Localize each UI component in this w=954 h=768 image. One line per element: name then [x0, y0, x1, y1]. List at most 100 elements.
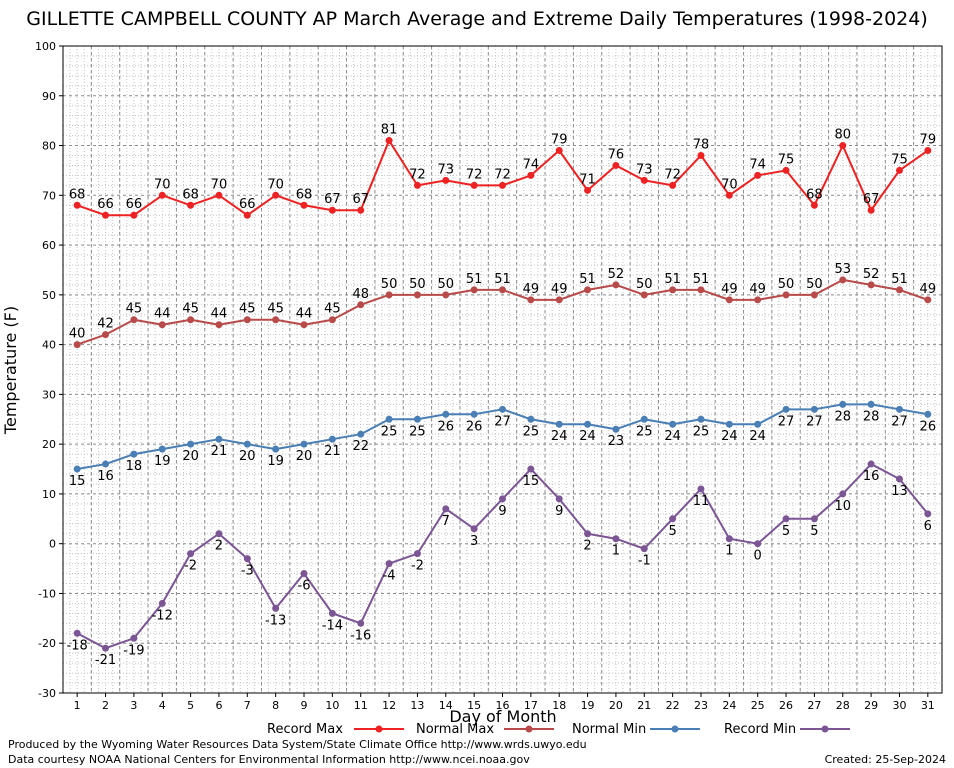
data-point — [754, 171, 762, 179]
x-tick-label: 28 — [836, 699, 850, 712]
y-tick-label: 10 — [42, 488, 56, 501]
data-label: 20 — [296, 449, 313, 464]
legend-label: Record Min — [724, 722, 796, 737]
data-point — [669, 181, 677, 189]
data-point — [385, 415, 393, 423]
data-point — [839, 142, 847, 150]
x-tick-label: 1 — [74, 699, 81, 712]
legend-label: Record Max — [267, 722, 343, 737]
data-label: -14 — [322, 618, 343, 633]
x-tick-label: 26 — [779, 699, 793, 712]
data-point — [612, 281, 620, 289]
x-tick-label: 21 — [637, 699, 651, 712]
data-point — [158, 445, 166, 453]
series — [73, 137, 932, 652]
data-point — [102, 331, 110, 339]
data-label: 22 — [352, 439, 369, 454]
legend-marker — [821, 725, 829, 733]
x-tick-label: 25 — [751, 699, 765, 712]
data-point — [697, 485, 705, 493]
data-label: 73 — [636, 162, 653, 177]
x-tick-label: 13 — [410, 699, 424, 712]
data-point — [612, 161, 620, 169]
data-point — [73, 201, 81, 209]
data-label: 50 — [806, 277, 823, 292]
data-point — [215, 530, 223, 538]
data-label: 50 — [438, 277, 455, 292]
y-axis-label: Temperature (F) — [1, 306, 20, 435]
data-label: 19 — [267, 454, 284, 469]
data-label: 44 — [211, 307, 228, 322]
data-point — [754, 296, 762, 304]
footer-produced: Produced by the Wyoming Water Resources … — [8, 738, 587, 751]
data-point — [612, 535, 620, 543]
data-point — [527, 415, 535, 423]
data-label: 21 — [211, 444, 228, 459]
data-point — [867, 460, 875, 468]
data-point — [272, 316, 280, 324]
data-label: -2 — [411, 559, 424, 574]
data-point — [73, 465, 81, 473]
data-point — [442, 410, 450, 418]
data-point — [499, 181, 506, 189]
x-tick-label: 8 — [272, 699, 279, 712]
data-point — [867, 400, 875, 408]
data-point — [810, 405, 818, 413]
data-label: 1 — [612, 544, 620, 559]
data-point — [442, 176, 450, 184]
data-label: 9 — [555, 504, 563, 519]
data-point — [584, 530, 592, 538]
data-point — [357, 430, 365, 438]
data-point — [555, 296, 563, 304]
x-axis-label: Day of Month — [449, 707, 556, 726]
data-point — [215, 191, 223, 199]
data-point — [725, 296, 733, 304]
data-point — [640, 291, 648, 299]
data-point — [555, 495, 563, 503]
data-label: 28 — [863, 409, 880, 424]
data-label: 49 — [721, 282, 738, 297]
data-point — [73, 629, 81, 637]
legend-label: Normal Min — [572, 722, 646, 737]
data-label: 71 — [579, 172, 596, 187]
data-label: 50 — [409, 277, 426, 292]
data-point — [158, 599, 166, 607]
data-point — [272, 604, 280, 612]
y-tick-label: 60 — [42, 239, 56, 252]
y-tick-label: 50 — [42, 289, 56, 302]
data-label: 51 — [891, 272, 908, 287]
y-tick-label: 20 — [42, 438, 56, 451]
data-label: 44 — [154, 307, 171, 322]
data-label: 52 — [608, 267, 625, 282]
data-point — [385, 560, 393, 568]
data-point — [470, 410, 478, 418]
data-label: -2 — [184, 559, 197, 574]
data-label: 67 — [863, 192, 880, 207]
x-tick-label: 23 — [694, 699, 708, 712]
data-point — [669, 286, 677, 294]
data-point — [527, 296, 535, 304]
y-tick-label: 0 — [49, 538, 56, 551]
data-point — [470, 181, 478, 189]
data-label: 66 — [126, 197, 143, 212]
data-point — [328, 206, 336, 214]
data-label: 3 — [470, 534, 478, 549]
data-label: 25 — [693, 424, 710, 439]
data-point — [470, 286, 478, 294]
data-label: 5 — [782, 524, 790, 539]
data-point — [584, 420, 592, 428]
data-point — [187, 201, 195, 209]
data-label: 5 — [810, 524, 818, 539]
x-tick-label: 14 — [439, 699, 453, 712]
x-tick-label: 5 — [187, 699, 194, 712]
data-label: 79 — [920, 133, 937, 148]
data-label: 50 — [636, 277, 653, 292]
data-point — [413, 550, 421, 558]
data-point — [810, 291, 818, 299]
data-point — [669, 515, 677, 523]
x-tick-label: 11 — [354, 699, 368, 712]
legend-marker — [671, 725, 679, 733]
data-point — [385, 137, 393, 145]
data-point — [272, 191, 280, 199]
